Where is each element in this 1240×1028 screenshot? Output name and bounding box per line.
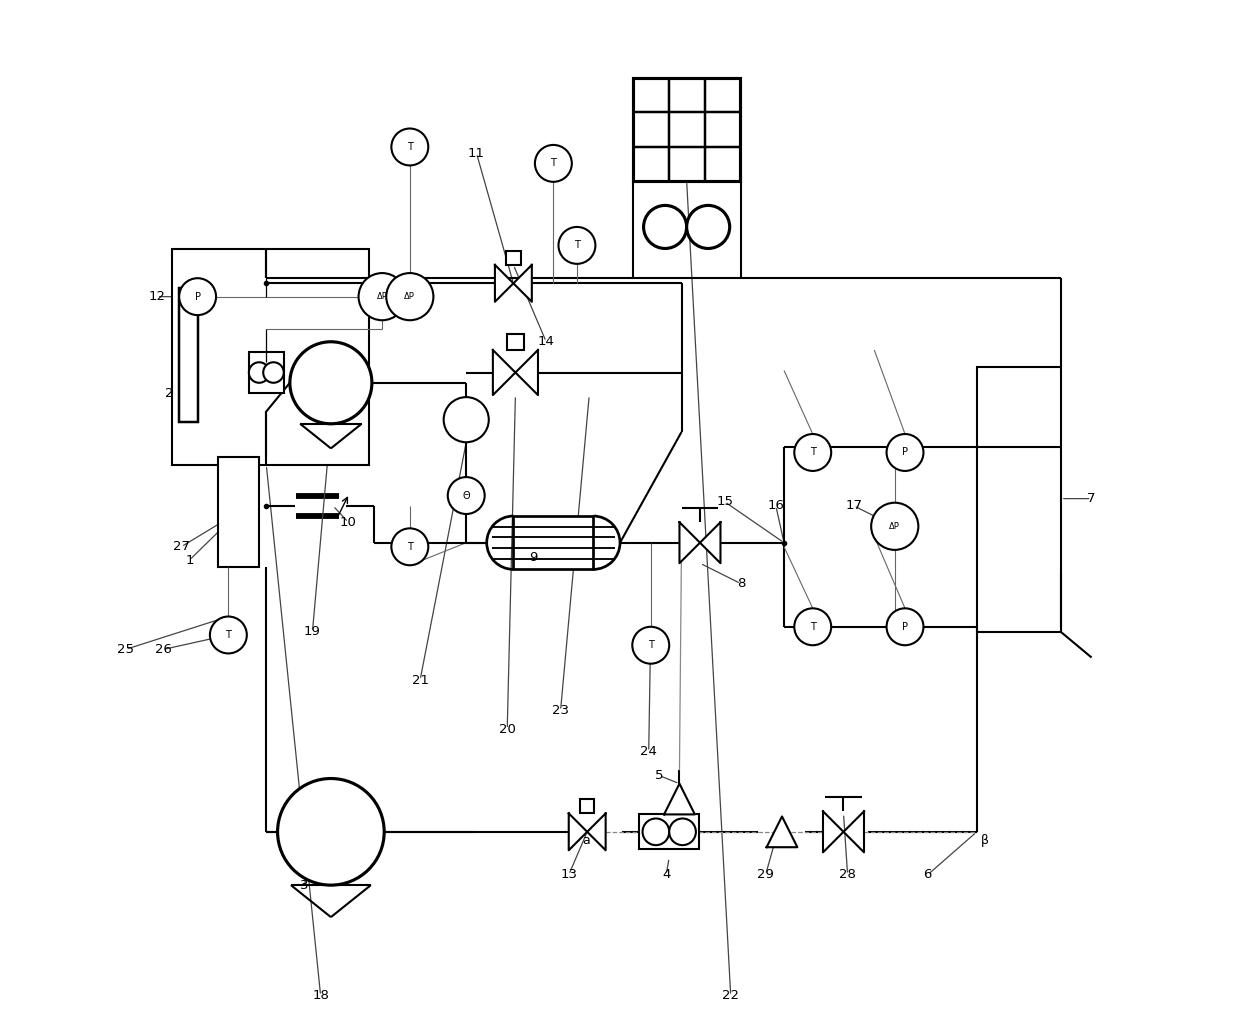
Bar	[506, 251, 521, 265]
Circle shape	[795, 434, 831, 471]
Polygon shape	[680, 522, 699, 563]
Text: ΔP: ΔP	[377, 292, 388, 301]
Bar	[580, 799, 594, 813]
Text: 22: 22	[722, 989, 739, 1002]
Text: T: T	[810, 447, 816, 457]
Circle shape	[887, 609, 924, 646]
Text: ΔP: ΔP	[889, 522, 900, 530]
Circle shape	[358, 273, 405, 321]
Text: β: β	[981, 834, 988, 847]
Text: T: T	[226, 630, 232, 640]
Text: T: T	[810, 622, 816, 632]
Polygon shape	[823, 811, 843, 852]
Text: 9: 9	[528, 551, 537, 563]
Text: 18: 18	[312, 989, 329, 1002]
Circle shape	[872, 503, 919, 550]
Text: 13: 13	[560, 869, 578, 881]
Text: 16: 16	[768, 500, 784, 512]
Text: 29: 29	[758, 869, 774, 881]
Polygon shape	[492, 350, 516, 395]
Text: T: T	[407, 542, 413, 552]
Text: 14: 14	[538, 335, 554, 348]
Circle shape	[278, 778, 384, 885]
Text: Θ: Θ	[463, 490, 470, 501]
Circle shape	[392, 128, 428, 166]
Circle shape	[210, 617, 247, 654]
Circle shape	[887, 434, 924, 471]
Circle shape	[558, 227, 595, 264]
Text: a: a	[582, 834, 590, 847]
Text: 19: 19	[304, 625, 321, 638]
Polygon shape	[588, 813, 605, 850]
Text: P: P	[195, 292, 201, 301]
Circle shape	[670, 818, 696, 845]
Circle shape	[642, 818, 670, 845]
Circle shape	[290, 341, 372, 424]
Text: T: T	[551, 158, 557, 169]
Circle shape	[249, 362, 269, 382]
Text: 3: 3	[300, 879, 309, 891]
Bar	[640, 814, 699, 849]
Text: 10: 10	[340, 516, 357, 528]
Text: 24: 24	[640, 745, 657, 759]
Polygon shape	[843, 811, 864, 852]
Text: 23: 23	[552, 704, 569, 718]
Circle shape	[392, 528, 428, 565]
Circle shape	[263, 362, 284, 382]
Polygon shape	[495, 265, 513, 302]
Text: ΔP: ΔP	[404, 292, 415, 301]
Bar	[249, 352, 284, 393]
Text: 2: 2	[165, 387, 174, 400]
Text: 7: 7	[1087, 492, 1096, 505]
Text: T: T	[407, 142, 413, 152]
Text: T: T	[574, 241, 580, 251]
Text: P: P	[901, 447, 908, 457]
Circle shape	[386, 273, 434, 321]
Polygon shape	[516, 350, 538, 395]
Circle shape	[179, 279, 216, 316]
Circle shape	[795, 609, 831, 646]
Polygon shape	[699, 522, 720, 563]
Text: 11: 11	[467, 147, 485, 159]
Text: P: P	[901, 622, 908, 632]
Text: 20: 20	[498, 723, 516, 736]
Circle shape	[534, 145, 572, 182]
Circle shape	[644, 206, 687, 249]
Text: 27: 27	[172, 541, 190, 553]
Polygon shape	[766, 816, 797, 847]
Text: 4: 4	[662, 869, 671, 881]
Bar	[513, 516, 594, 570]
Bar	[179, 289, 197, 421]
Bar	[632, 78, 740, 181]
Text: 21: 21	[412, 673, 429, 687]
Text: 8: 8	[737, 577, 745, 590]
Text: 26: 26	[155, 642, 172, 656]
Circle shape	[444, 397, 489, 442]
Polygon shape	[569, 813, 588, 850]
Text: 28: 28	[839, 869, 856, 881]
Polygon shape	[513, 265, 532, 302]
Text: 5: 5	[655, 769, 663, 782]
Text: 15: 15	[715, 495, 733, 508]
Text: 25: 25	[118, 642, 134, 656]
Text: T: T	[647, 640, 653, 651]
Polygon shape	[665, 783, 694, 814]
Text: 17: 17	[846, 500, 862, 512]
Circle shape	[632, 627, 670, 664]
Text: 1: 1	[185, 554, 193, 566]
Circle shape	[687, 206, 729, 249]
Circle shape	[448, 477, 485, 514]
Bar	[507, 333, 523, 350]
Bar	[218, 456, 259, 567]
Text: 12: 12	[148, 290, 165, 303]
Text: 6: 6	[924, 869, 931, 881]
Bar	[977, 367, 1061, 632]
Bar	[172, 250, 368, 465]
